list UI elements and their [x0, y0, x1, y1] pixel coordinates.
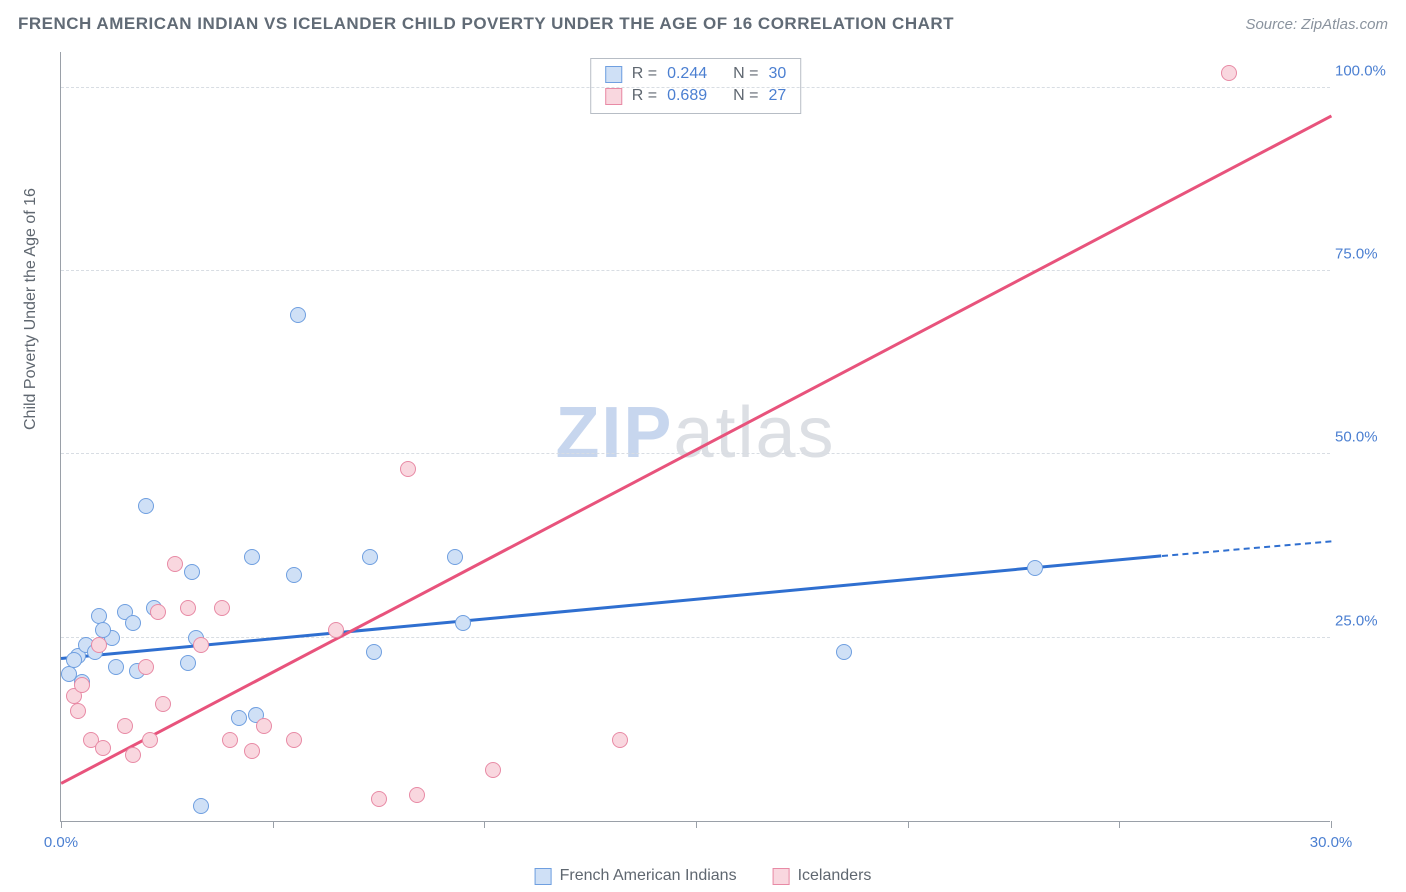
- data-point: [108, 659, 124, 675]
- y-tick-label: 100.0%: [1335, 62, 1395, 79]
- stat-label: R =: [632, 65, 657, 83]
- regression-line-extrapolated: [1162, 540, 1331, 557]
- data-point: [231, 710, 247, 726]
- watermark: ZIPatlas: [555, 391, 835, 473]
- data-point: [180, 655, 196, 671]
- gridline: [61, 453, 1330, 454]
- data-point: [95, 622, 111, 638]
- x-tick: [273, 821, 274, 828]
- data-point: [244, 743, 260, 759]
- gridline: [61, 637, 1330, 638]
- stat-value: 0.244: [667, 65, 707, 83]
- stat-value: 30: [768, 65, 786, 83]
- data-point: [485, 762, 501, 778]
- data-point: [193, 798, 209, 814]
- data-point: [91, 637, 107, 653]
- data-point: [70, 703, 86, 719]
- data-point: [286, 567, 302, 583]
- data-point: [125, 615, 141, 631]
- data-point: [74, 677, 90, 693]
- data-point: [362, 549, 378, 565]
- data-point: [286, 732, 302, 748]
- data-point: [117, 718, 133, 734]
- x-tick: [484, 821, 485, 828]
- data-point: [150, 604, 166, 620]
- data-point: [290, 307, 306, 323]
- series-swatch: [535, 868, 552, 885]
- series-swatch: [605, 88, 622, 105]
- data-point: [91, 608, 107, 624]
- x-tick-label: 0.0%: [44, 834, 78, 851]
- legend-label: Icelanders: [798, 867, 872, 885]
- regression-line: [60, 115, 1331, 785]
- legend: French American Indians Icelanders: [535, 867, 872, 885]
- data-point: [328, 622, 344, 638]
- data-point: [184, 564, 200, 580]
- y-tick-label: 75.0%: [1335, 246, 1395, 263]
- data-point: [180, 600, 196, 616]
- data-point: [1221, 65, 1237, 81]
- legend-item: Icelanders: [773, 867, 872, 885]
- chart-title: FRENCH AMERICAN INDIAN VS ICELANDER CHIL…: [18, 14, 954, 34]
- x-tick-label: 30.0%: [1310, 834, 1353, 851]
- stat-label: N =: [733, 65, 758, 83]
- y-tick-label: 25.0%: [1335, 612, 1395, 629]
- data-point: [167, 556, 183, 572]
- data-point: [1027, 560, 1043, 576]
- data-point: [836, 644, 852, 660]
- data-point: [409, 787, 425, 803]
- scatter-plot: ZIPatlas R = 0.244 N = 30 R = 0.689 N = …: [60, 52, 1330, 822]
- data-point: [612, 732, 628, 748]
- data-point: [244, 549, 260, 565]
- data-point: [400, 461, 416, 477]
- data-point: [66, 652, 82, 668]
- x-tick: [696, 821, 697, 828]
- data-point: [193, 637, 209, 653]
- y-tick-label: 50.0%: [1335, 429, 1395, 446]
- stat-label: R =: [632, 87, 657, 105]
- data-point: [214, 600, 230, 616]
- data-point: [138, 659, 154, 675]
- series-swatch: [605, 66, 622, 83]
- data-point: [95, 740, 111, 756]
- data-point: [371, 791, 387, 807]
- data-point: [455, 615, 471, 631]
- stat-label: N =: [733, 87, 758, 105]
- data-point: [155, 696, 171, 712]
- x-tick: [1119, 821, 1120, 828]
- stat-value: 27: [768, 87, 786, 105]
- x-tick: [908, 821, 909, 828]
- gridline: [61, 270, 1330, 271]
- gridline: [61, 87, 1330, 88]
- data-point: [447, 549, 463, 565]
- stats-row: R = 0.244 N = 30: [605, 63, 787, 85]
- stats-row: R = 0.689 N = 27: [605, 85, 787, 107]
- legend-label: French American Indians: [560, 867, 737, 885]
- y-axis-label: Child Poverty Under the Age of 16: [22, 188, 40, 430]
- x-tick: [1331, 821, 1332, 828]
- stat-value: 0.689: [667, 87, 707, 105]
- data-point: [142, 732, 158, 748]
- data-point: [222, 732, 238, 748]
- data-point: [256, 718, 272, 734]
- data-point: [125, 747, 141, 763]
- data-point: [138, 498, 154, 514]
- source-label: Source: ZipAtlas.com: [1245, 16, 1388, 33]
- series-swatch: [773, 868, 790, 885]
- data-point: [366, 644, 382, 660]
- legend-item: French American Indians: [535, 867, 737, 885]
- x-tick: [61, 821, 62, 828]
